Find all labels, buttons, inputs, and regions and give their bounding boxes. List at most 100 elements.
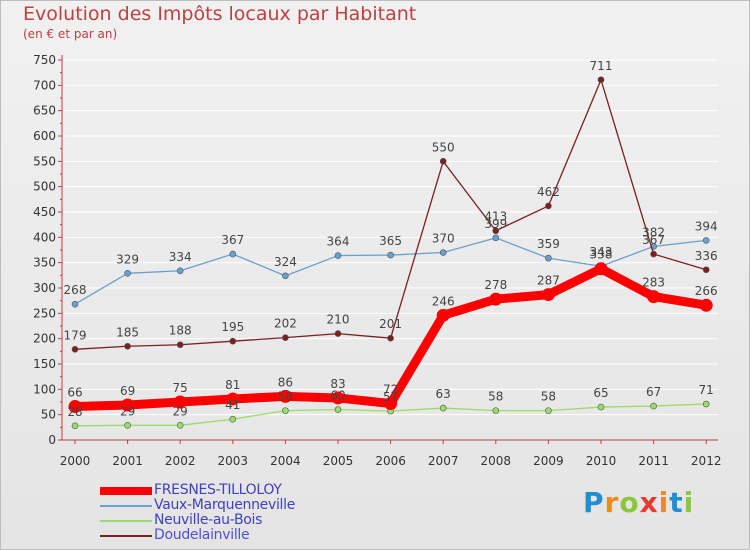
data-label: 711 (590, 59, 613, 73)
data-point (176, 341, 184, 349)
logo-letter: i (683, 486, 695, 519)
x-tick-label: 2005 (323, 454, 354, 468)
data-point (124, 342, 131, 350)
data-label: 67 (646, 385, 661, 399)
data-point (702, 266, 710, 274)
data-label: 41 (225, 398, 240, 412)
legend-swatch (100, 505, 152, 507)
data-label: 202 (274, 317, 297, 331)
y-tick-label: 250 (33, 306, 56, 320)
data-label: 29 (173, 404, 188, 418)
x-tick-label: 2009 (533, 454, 564, 468)
data-label: 71 (699, 383, 714, 397)
data-point (387, 334, 394, 342)
y-tick-label: 300 (33, 281, 56, 295)
data-point (173, 395, 187, 409)
logo-letter: P (583, 486, 605, 519)
y-tick-label: 100 (33, 382, 56, 396)
x-tick-label: 2011 (638, 454, 669, 468)
data-label: 283 (642, 276, 665, 290)
data-point (492, 234, 500, 242)
legend-label: Vaux-Marquenneville (154, 497, 296, 513)
x-tick-label: 2001 (112, 454, 143, 468)
y-tick-label: 0 (48, 433, 56, 447)
data-label: 278 (484, 278, 507, 292)
legend-label: FRESNES-TILLOLOY (154, 482, 282, 498)
data-point (282, 272, 289, 280)
logo-letter: r (604, 486, 620, 519)
data-point (439, 404, 447, 412)
data-point (699, 298, 713, 312)
data-point (436, 308, 450, 322)
data-label: 201 (379, 317, 402, 331)
data-label: 195 (221, 320, 244, 334)
y-tick-label: 350 (33, 256, 56, 270)
data-point (492, 227, 500, 235)
x-tick-label: 2010 (586, 454, 617, 468)
data-label: 268 (64, 283, 87, 297)
data-label: 367 (642, 233, 665, 247)
data-label: 72 (383, 383, 398, 397)
data-label: 75 (173, 381, 188, 395)
data-point (594, 262, 608, 276)
data-label: 60 (330, 389, 345, 403)
data-point (124, 270, 131, 277)
data-label: 338 (590, 248, 613, 262)
legend-swatch (100, 520, 152, 522)
data-label: 399 (484, 217, 507, 231)
data-point (545, 407, 552, 414)
data-label: 329 (116, 252, 139, 266)
data-point (176, 422, 184, 429)
data-point (650, 250, 657, 258)
y-tick-label: 400 (33, 230, 56, 244)
data-label: 58 (488, 390, 503, 404)
data-label: 324 (274, 255, 297, 269)
data-label: 336 (695, 249, 718, 263)
y-tick-label: 700 (33, 78, 56, 92)
y-tick-label: 600 (33, 129, 56, 143)
data-label: 210 (327, 313, 350, 327)
data-point (541, 288, 555, 302)
data-labels: 268 329 334 367 324 364 365 370 399 359 343 382 394 2… (64, 59, 718, 419)
y-tick-label: 750 (33, 53, 56, 67)
x-tick-label: 2012 (691, 454, 722, 468)
chart-subtitle: (en € et par an) (23, 27, 118, 41)
data-point (282, 407, 289, 414)
data-point (334, 406, 342, 413)
data-point (282, 334, 289, 341)
data-label: 83 (330, 377, 345, 391)
data-label: 382 (642, 225, 665, 239)
data-point (702, 237, 710, 244)
data-label: 58 (541, 390, 556, 404)
data-point (492, 407, 500, 414)
data-label: 394 (695, 219, 718, 233)
y-tick-label: 500 (33, 180, 56, 194)
x-tick-label: 2008 (481, 454, 512, 468)
data-label: 334 (169, 250, 192, 264)
data-point (650, 402, 657, 410)
legend-swatch (100, 535, 152, 537)
data-point (545, 254, 552, 262)
data-point (124, 422, 131, 429)
y-tick-label: 200 (33, 332, 56, 346)
data-label: 58 (278, 390, 293, 404)
data-point (71, 422, 79, 430)
data-label: 185 (116, 325, 139, 339)
data-label: 364 (327, 235, 350, 249)
data-label: 66 (67, 386, 82, 400)
logo-letter: o (619, 486, 640, 519)
data-point (229, 415, 237, 423)
data-label: 367 (221, 233, 244, 247)
data-point (71, 346, 79, 353)
legend-label: Neuville-au-Bois (154, 512, 263, 528)
logo-letter: x (639, 486, 659, 519)
data-label: 365 (379, 234, 402, 248)
series-lines (68, 76, 713, 430)
data-point (439, 158, 447, 165)
logo-letter: i (658, 486, 670, 519)
data-point (387, 251, 394, 259)
data-label: 86 (278, 375, 293, 389)
x-tick-label: 2006 (375, 454, 406, 468)
data-point (597, 403, 605, 411)
